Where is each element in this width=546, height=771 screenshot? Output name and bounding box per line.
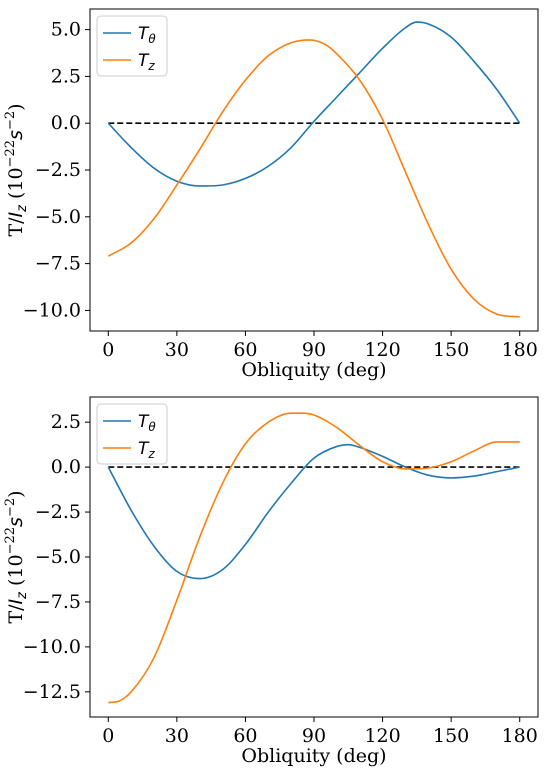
x-tick-label: 60 <box>233 339 257 361</box>
y-tick-label: 2.5 <box>51 65 81 87</box>
y-axis-label: T/Iz (10−22s−2) <box>3 103 30 236</box>
legend-box <box>96 15 168 77</box>
y-tick-label: −5.0 <box>35 206 81 228</box>
x-tick-label: 90 <box>302 339 326 361</box>
bottom-chart: 0 30 60 90 120 150 180 2.5 0.0 −2.5 −5.0 −7.5 −10.0 −… <box>3 396 539 767</box>
legend-label: Tθ <box>138 24 156 46</box>
x-tick-label: 0 <box>102 725 114 747</box>
y-tick-label: −10.0 <box>23 636 81 658</box>
series-line-t-theta <box>107 21 521 187</box>
x-tick-label: 120 <box>364 725 400 747</box>
x-tick-label: 180 <box>502 725 538 747</box>
y-tick-label: −2.5 <box>35 501 81 523</box>
series-line-t-z <box>108 412 520 704</box>
y-tick-label: 0.0 <box>51 456 81 478</box>
y-tick-label: −10.0 <box>23 299 81 321</box>
x-tick-label: 180 <box>502 339 538 361</box>
y-axis-label: T/Iz (10−22s−2) <box>3 490 30 623</box>
legend-label: Tz <box>138 439 155 461</box>
legend: Tθ Tz <box>96 403 168 465</box>
x-tick-label: 30 <box>165 339 189 361</box>
y-tick-label: −12.5 <box>23 681 81 703</box>
x-axis-label: Obliquity (deg) <box>241 745 386 767</box>
y-tick-label: 5.0 <box>51 19 81 41</box>
top-chart: 0 30 60 90 120 150 180 5.0 2.5 0.0 −2.5 −5.0 −7.5 −10… <box>3 8 539 381</box>
series-line-t-z <box>107 39 520 318</box>
y-tick-label: 2.5 <box>51 411 81 433</box>
x-tick-label: 120 <box>364 339 400 361</box>
x-tick-label: 30 <box>165 725 189 747</box>
y-tick-label: 0.0 <box>51 112 81 134</box>
y-tick-label: −2.5 <box>35 159 81 181</box>
x-axis-label: Obliquity (deg) <box>241 359 386 381</box>
legend-label: Tθ <box>138 412 156 434</box>
y-tick-label: −5.0 <box>35 546 81 568</box>
legend-box <box>96 403 168 465</box>
x-tick-label: 60 <box>233 725 257 747</box>
x-tick-label: 150 <box>433 339 469 361</box>
series-line-t-theta <box>107 443 520 580</box>
x-tick-label: 0 <box>102 339 114 361</box>
x-tick-label: 150 <box>433 725 469 747</box>
y-tick-label: −7.5 <box>35 253 81 275</box>
x-tick-label: 90 <box>302 725 326 747</box>
legend-label: Tz <box>138 51 155 73</box>
legend: Tθ Tz <box>96 15 168 77</box>
y-tick-label: −7.5 <box>35 591 81 613</box>
